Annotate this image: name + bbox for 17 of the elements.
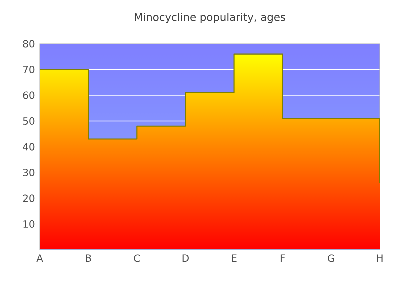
- y-tick-label: 20: [23, 194, 35, 202]
- y-tick-label: 50: [23, 117, 35, 126]
- x-tick-label: D: [182, 254, 189, 262]
- y-tick-label: 70: [23, 66, 35, 74]
- y-tick-label: 80: [23, 40, 35, 48]
- y-tick-label: 10: [24, 220, 35, 228]
- x-tick-label: H: [377, 254, 383, 262]
- y-tick-label: 40: [23, 143, 35, 151]
- x-tick-label: G: [328, 254, 334, 262]
- x-tick-label: F: [280, 254, 286, 262]
- x-tick-label: E: [232, 254, 237, 262]
- y-tick-label: 30: [23, 168, 35, 177]
- y-tick-label: 60: [23, 92, 35, 100]
- x-tick-label: B: [86, 254, 92, 262]
- x-tick-label: A: [36, 254, 44, 262]
- x-tick-label: C: [134, 254, 140, 262]
- chart-title: Minocycline popularity, ages: [135, 13, 286, 24]
